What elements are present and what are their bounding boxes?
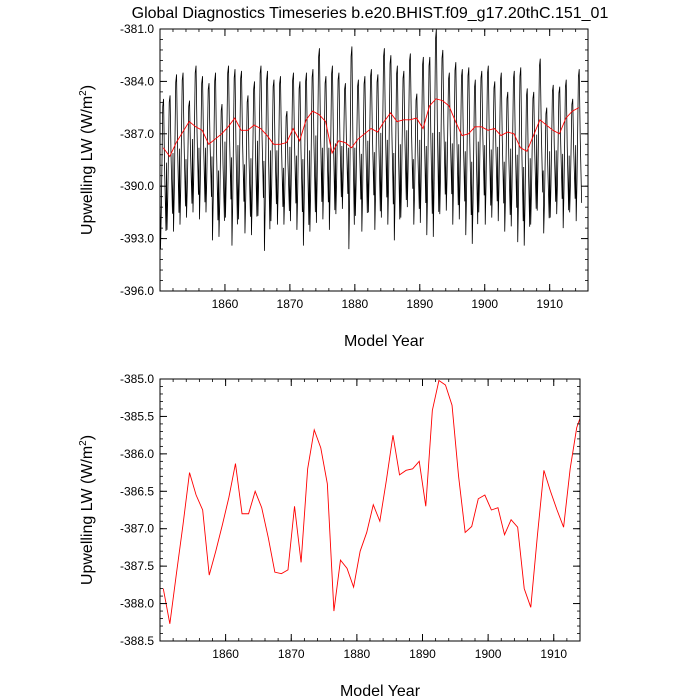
x-axis-label: Model Year (340, 683, 421, 700)
y-tick-label: -385.0 (120, 372, 154, 386)
chart-title: Global Diagnostics Timeseries b.e20.BHIS… (132, 5, 609, 22)
series-line-annual (162, 98, 580, 158)
plot-frame (159, 28, 589, 292)
y-axis-label-superscript: 2 (78, 90, 89, 96)
y-tick-label: -388.0 (120, 597, 154, 611)
x-axis-label: Model Year (344, 333, 425, 350)
y-tick-label: -390.0 (120, 179, 154, 193)
y-tick-label: -393.0 (120, 232, 154, 246)
y-tick-label: -387.5 (120, 559, 154, 573)
x-tick-label: 1890 (406, 297, 433, 311)
x-tick-label: 1900 (471, 297, 498, 311)
y-axis-label-superscript: 2 (78, 440, 89, 446)
y-tick-label: -385.5 (120, 409, 154, 423)
y-axis-label: Upwelling LW (W/m2) (78, 85, 96, 235)
y-tick-label: -387.0 (120, 522, 154, 536)
x-tick-label: 1910 (536, 297, 563, 311)
y-axis-label-close: ) (79, 85, 96, 90)
x-tick-label: 1900 (475, 647, 502, 661)
y-axis-label-main: Upwelling LW (W/m (79, 96, 96, 235)
x-tick-label: 1870 (278, 647, 305, 661)
series-line-monthly (160, 29, 583, 251)
x-tick-label: 1880 (341, 297, 368, 311)
chart-panel-2: -385.0 -385.5 -386.0 -386.5 -387.0 -387.5 -388… (78, 372, 581, 700)
x-tick-label: 1890 (409, 647, 436, 661)
y-tick-label: -384.0 (120, 74, 154, 88)
y-tick-label: -386.0 (120, 447, 154, 461)
x-tick-label: 1860 (212, 647, 239, 661)
y-axis-label: Upwelling LW (W/m2) (78, 435, 96, 585)
x-tick-label: 1910 (540, 647, 567, 661)
y-tick-label: -388.5 (120, 634, 154, 648)
y-tick-label: -386.5 (120, 484, 154, 498)
plot-frame (159, 378, 581, 642)
y-axis-label-close: ) (79, 435, 96, 440)
y-axis-label-main: Upwelling LW (W/m (79, 446, 96, 585)
y-tick-label: -381.0 (120, 22, 154, 36)
x-tick-label: 1860 (212, 297, 239, 311)
y-tick-label: -387.0 (120, 127, 154, 141)
y-tick-label: -396.0 (120, 284, 154, 298)
x-tick-label: 1870 (277, 297, 304, 311)
series-line-annual (162, 379, 580, 624)
x-tick-label: 1880 (344, 647, 371, 661)
chart-panel-1: -381.0 -384.0 -387.0 -390.0 -393.0 -396.0 1860… (78, 22, 589, 350)
